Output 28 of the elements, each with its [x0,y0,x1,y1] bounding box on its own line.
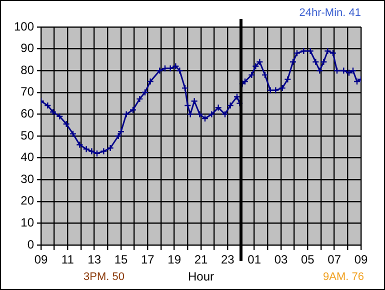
y-tick-label: 80 [20,62,34,77]
y-tick-label: 90 [20,41,34,56]
x-tick-label: 07 [328,252,342,267]
y-tick-label: 40 [20,150,34,164]
x-tick-label: 03 [274,252,288,267]
x-tick-label: 23 [220,252,235,267]
x-axis-title: Hour [188,269,214,284]
x-tick-label: 21 [194,252,208,267]
text: 9AM. 76 [323,271,364,284]
text: 3PM. 50 [84,271,124,284]
x-tick-label: 09 [34,252,48,267]
y-tick-label: 50 [20,128,34,142]
y-tick-label: 20 [20,194,34,208]
x-tick-label: 17 [140,252,155,267]
x-tick-label: 15 [114,252,128,267]
y-tick-label: 30 [20,172,34,186]
y-tick-label: 60 [20,106,34,121]
text: 24hr-Min. 41 [299,7,361,20]
y-tick-label: 70 [20,84,34,99]
x-tick-label: 11 [61,252,74,267]
y-tick-label: 100 [14,19,34,34]
x-tick-label: 05 [300,252,315,267]
x-tick-label: 13 [88,252,102,267]
x-tick-label: 01 [248,252,262,267]
x-tick-label: 19 [168,252,182,267]
x-tick-label: 09 [354,252,368,267]
y-tick-label: 0 [27,237,34,252]
y-tick-label: 10 [20,216,34,230]
